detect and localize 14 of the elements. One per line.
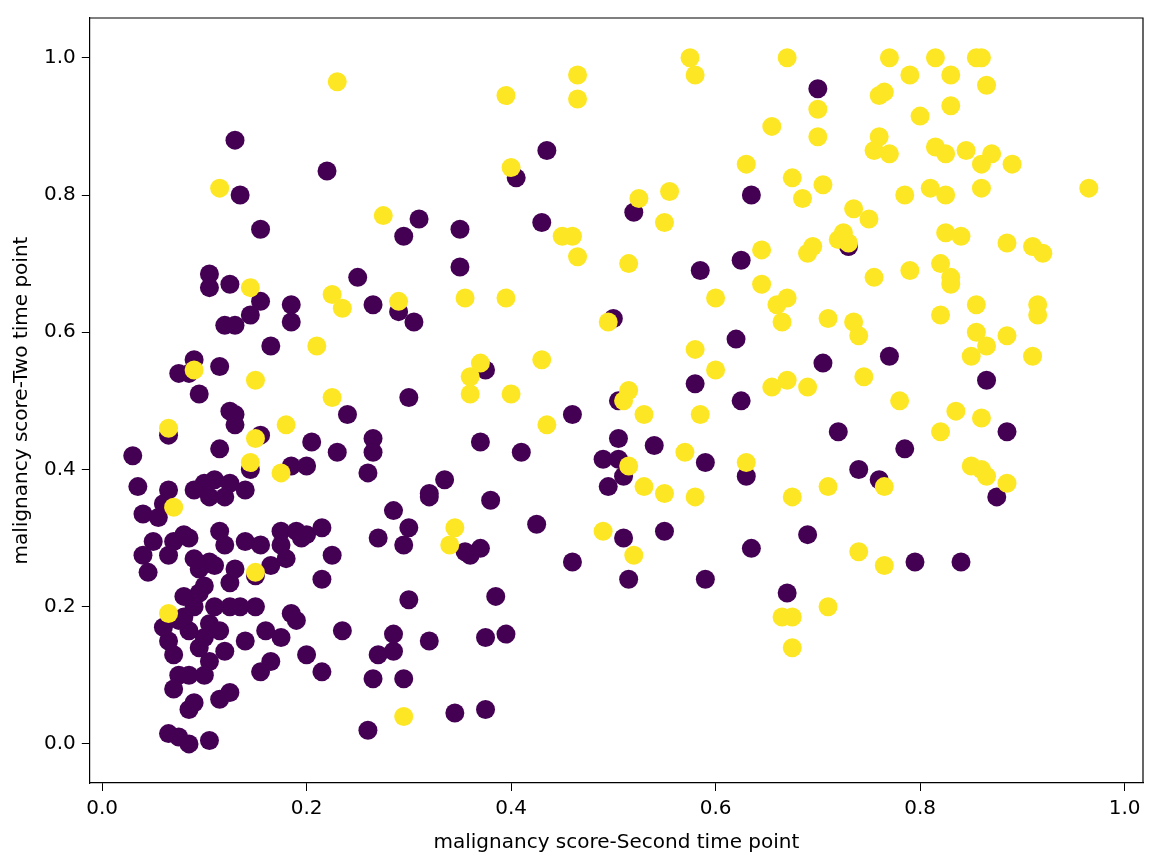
x-tick-label: 0.8	[904, 795, 936, 820]
y-axis-title: malignancy score-Two time point	[8, 236, 33, 565]
y-tick-label: 1.0	[43, 44, 76, 68]
x-tick-label: 1.0	[1108, 795, 1141, 820]
y-tick-label: 0.6	[43, 318, 76, 343]
x-tick-label: 0.6	[699, 795, 732, 820]
x-tick-label: 0.0	[86, 795, 118, 820]
y-tick-label: 0.4	[43, 455, 76, 480]
x-axis-title: malignancy score-Second time point	[433, 829, 800, 854]
x-tick-label: 0.4	[495, 795, 527, 820]
y-tick-label: 0.0	[43, 730, 76, 755]
y-tick-label: 0.8	[43, 181, 76, 206]
y-tick-label: 0.2	[43, 592, 76, 617]
x-tick-label: 0.2	[290, 795, 323, 820]
